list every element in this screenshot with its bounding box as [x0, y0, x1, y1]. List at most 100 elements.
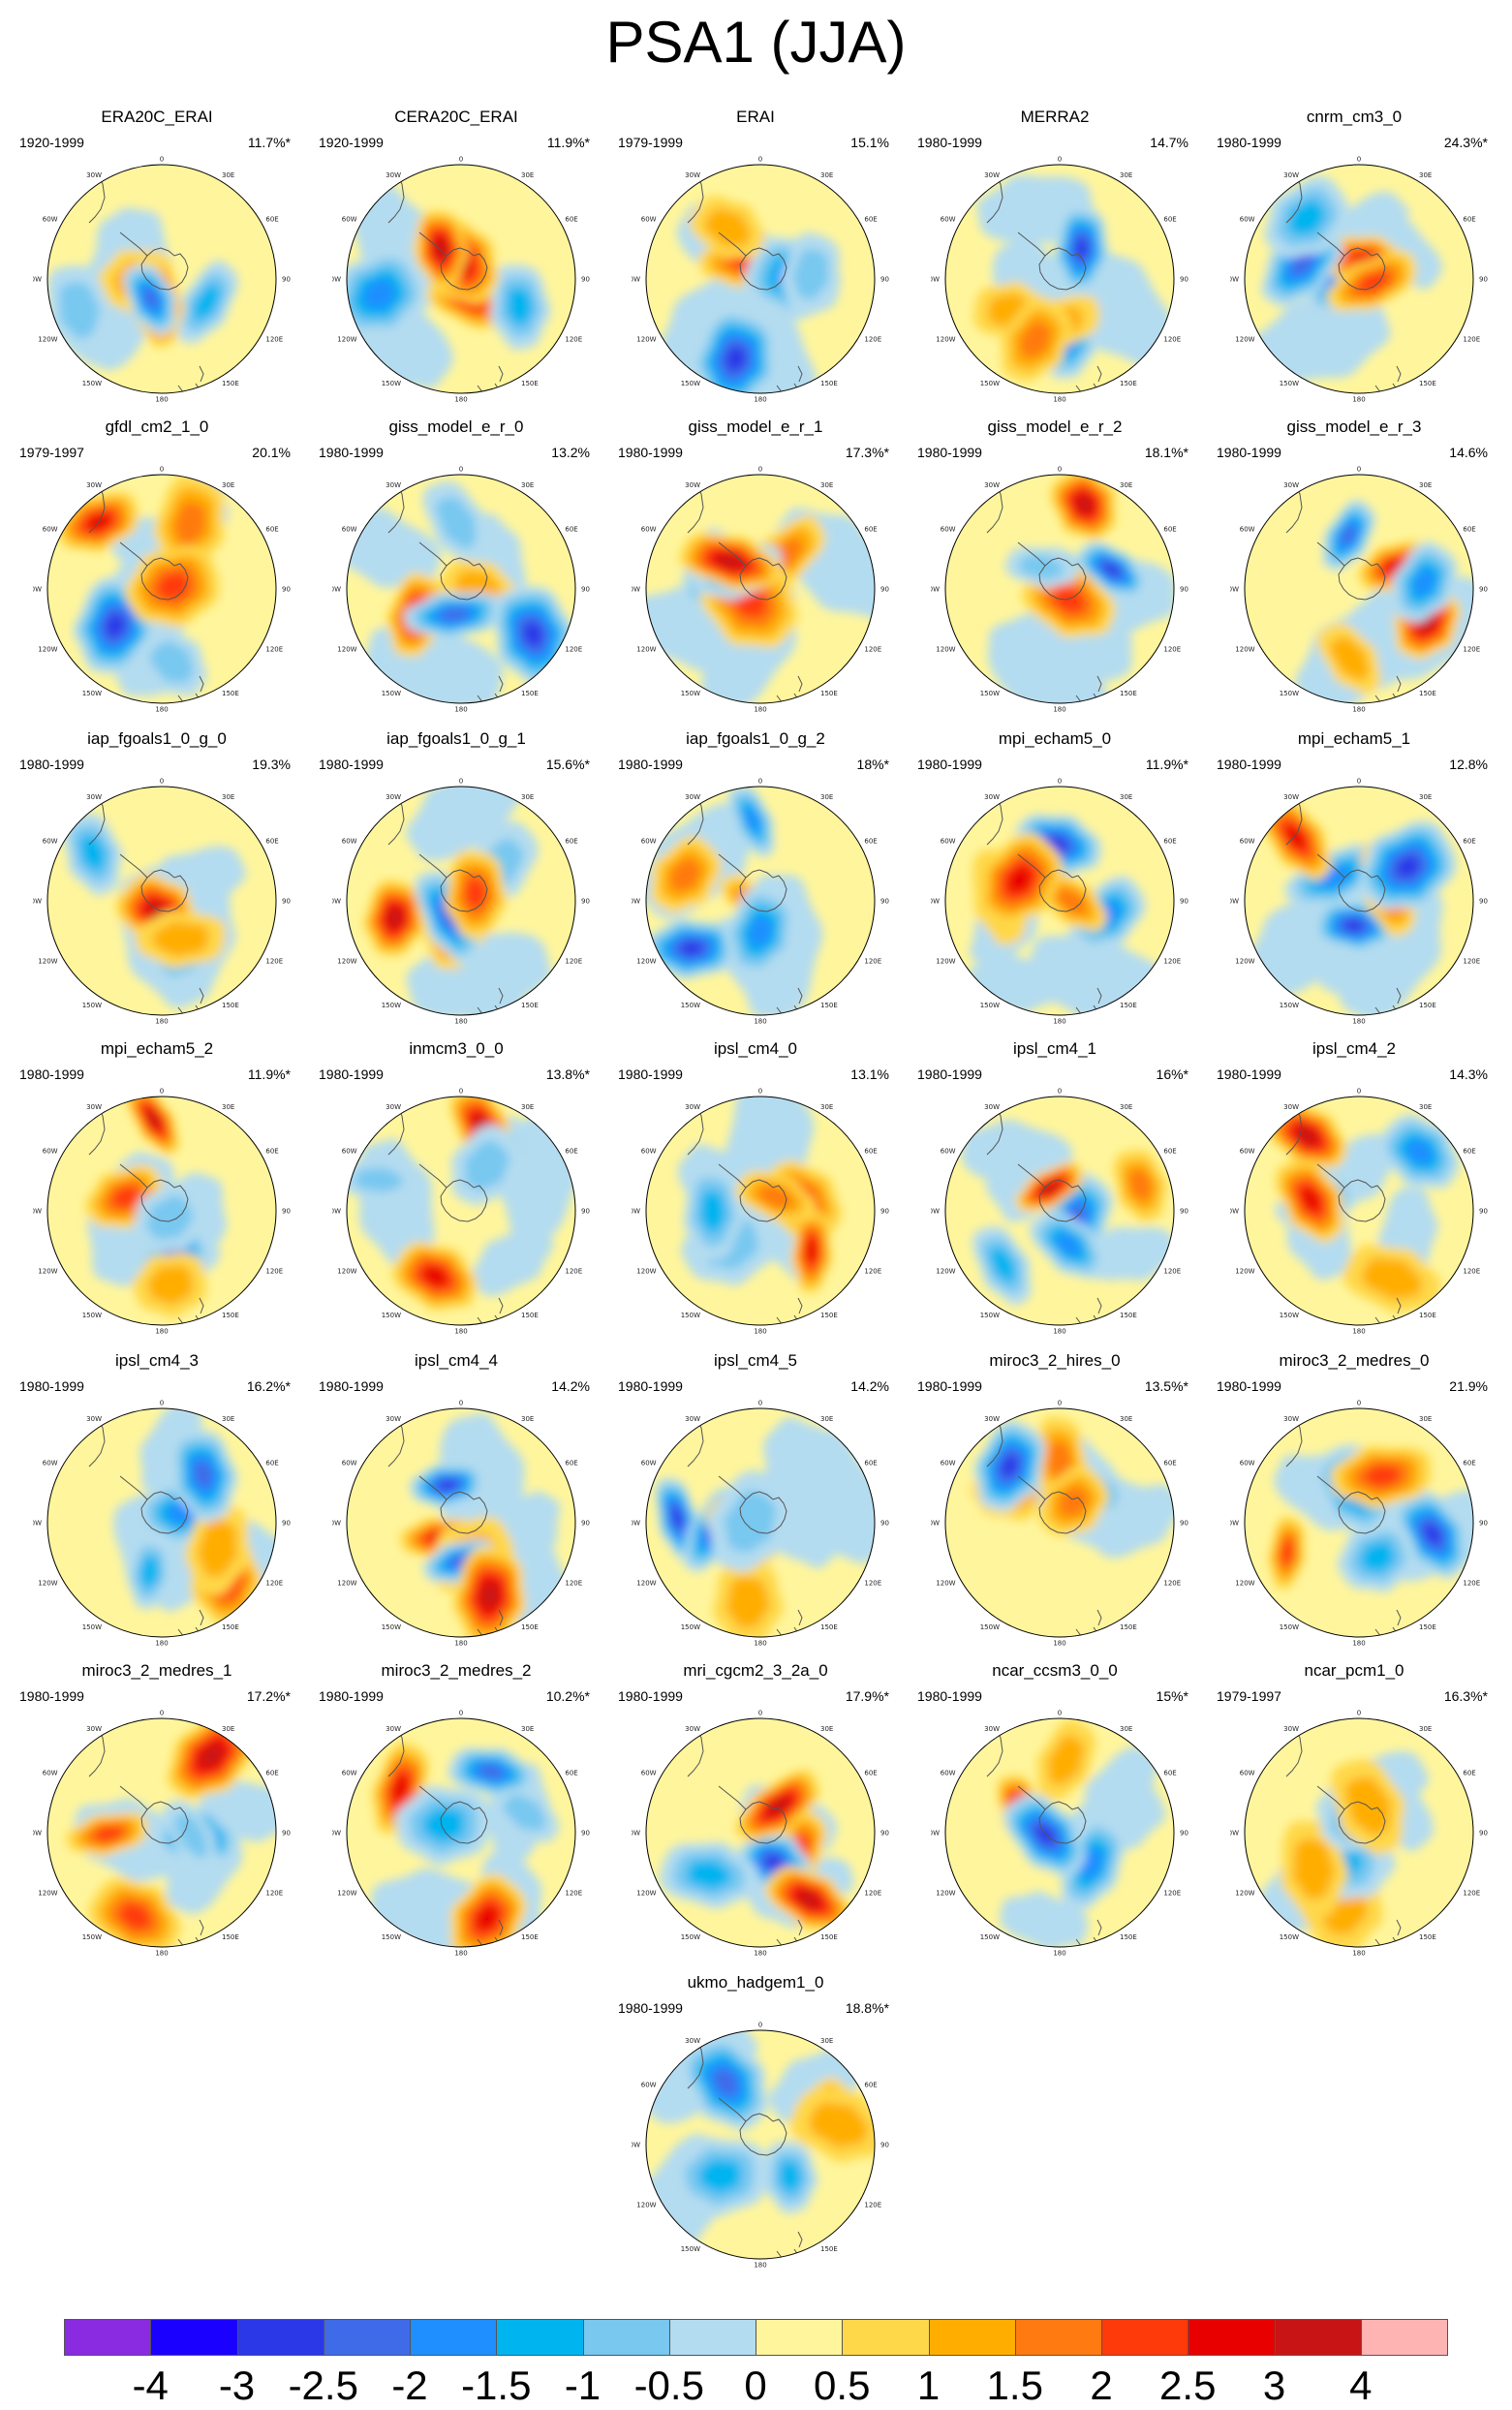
longitude-label: 120E [864, 2202, 881, 2209]
longitude-label: 60W [641, 1770, 657, 1777]
longitude-label: 120E [1463, 1580, 1480, 1588]
longitude-label: 60E [1163, 1460, 1176, 1468]
longitude-label: 120W [337, 1268, 356, 1276]
longitude-label: 150E [222, 1312, 239, 1319]
longitude-label: 90W [33, 586, 42, 594]
panel-period: 1980-1999 [618, 2000, 683, 2016]
longitude-label: 30E [1419, 1415, 1432, 1423]
longitude-label: 150E [521, 1312, 539, 1319]
longitude-label: 150E [1419, 1623, 1436, 1631]
longitude-label: 150W [382, 690, 401, 697]
longitude-label: 150W [82, 1002, 102, 1009]
longitude-label: 150E [222, 380, 239, 387]
panel-title: mri_cgcm2_3_2a_0 [683, 1661, 828, 1680]
longitude-label: 150W [681, 1623, 700, 1631]
longitude-label: 30W [386, 481, 401, 489]
colorbar-tick-label: -1.5 [461, 2363, 532, 2408]
longitude-label: 150E [820, 1312, 838, 1319]
panel-title: ipsl_cm4_5 [714, 1351, 797, 1370]
longitude-label: 120W [936, 1268, 955, 1276]
map-panel: miroc3_2_medres_1 1980-1999 17.2%* 0 30E 60E 9… [12, 1660, 302, 1980]
map-panel: ipsl_cm4_2 1980-1999 14.3% 0 30E 60E 90E 120E 15… [1209, 1038, 1499, 1358]
map-panel: ERAI 1979-1999 15.1% 0 30E 60E 90E 120E 150E 180 1… [610, 107, 901, 426]
longitude-label: 30E [820, 1725, 833, 1733]
map-panel: ncar_ccsm3_0_0 1980-1999 15%* 0 30E 60E 90E 120… [910, 1660, 1200, 1980]
longitude-label: 90W [1230, 1208, 1239, 1216]
panel-period: 1980-1999 [1217, 1378, 1281, 1394]
longitude-label: 90W [33, 1830, 42, 1838]
longitude-label: 90W [33, 1208, 42, 1216]
polar-map: 0 30E 60E 90E 120E 150E 180 150W 120W 90W 60W 30W [632, 1400, 889, 1648]
longitude-label: 0 [160, 778, 164, 786]
panel-title: ipsl_cm4_1 [1013, 1039, 1096, 1058]
longitude-label: 150W [1280, 380, 1299, 387]
longitude-label: 150E [222, 1002, 239, 1009]
longitude-label: 90E [1180, 898, 1188, 906]
panel-title: ipsl_cm4_2 [1312, 1039, 1396, 1058]
longitude-label: 120W [936, 1890, 955, 1898]
longitude-label: 150W [82, 380, 102, 387]
longitude-label: 150E [820, 690, 838, 697]
longitude-label: 60E [1163, 1148, 1176, 1156]
longitude-label: 60W [342, 838, 357, 846]
longitude-label: 150W [681, 1002, 700, 1009]
longitude-label: 90E [880, 1208, 889, 1216]
panel-variance: 14.2% [850, 1378, 889, 1394]
longitude-label: 90W [332, 586, 341, 594]
colorbar-segment [496, 2319, 584, 2356]
polar-map: 0 30E 60E 90E 120E 150E 180 150W 120W 90W 60W 30W [33, 1710, 291, 1958]
longitude-label: 0 [758, 2022, 762, 2029]
longitude-label: 60E [1463, 1460, 1475, 1468]
panel-period: 1980-1999 [319, 445, 384, 460]
longitude-label: 90E [282, 1830, 291, 1838]
panel-title: miroc3_2_hires_0 [989, 1351, 1121, 1370]
longitude-label: 180 [754, 1018, 766, 1026]
longitude-label: 120W [337, 646, 356, 654]
longitude-label: 0 [758, 1710, 762, 1717]
longitude-label: 30W [386, 1103, 401, 1111]
panel-variance: 13.1% [850, 1066, 889, 1082]
longitude-label: 30W [685, 171, 700, 179]
longitude-label: 180 [1053, 1640, 1065, 1648]
longitude-label: 0 [459, 156, 463, 164]
longitude-label: 90W [632, 586, 640, 594]
longitude-label: 180 [1053, 1328, 1065, 1336]
panel-period: 1980-1999 [917, 445, 982, 460]
longitude-label: 0 [160, 466, 164, 474]
longitude-label: 0 [758, 1400, 762, 1407]
longitude-label: 60E [864, 838, 877, 846]
longitude-label: 120W [636, 1268, 656, 1276]
longitude-label: 120E [1163, 1580, 1181, 1588]
longitude-label: 180 [1053, 1018, 1065, 1026]
longitude-label: 0 [758, 156, 762, 164]
colorbar-tick-label: 3 [1262, 2363, 1286, 2408]
longitude-label: 120E [265, 646, 283, 654]
longitude-label: 30E [1120, 481, 1132, 489]
longitude-label: 0 [1357, 778, 1361, 786]
colorbar-segment [410, 2319, 498, 2356]
longitude-label: 90E [1479, 1520, 1488, 1528]
longitude-label: 60E [1163, 1770, 1176, 1777]
longitude-label: 60W [941, 526, 956, 534]
colorbar-tick-label: 2 [1090, 2363, 1113, 2408]
polar-map: 0 30E 60E 90E 120E 150E 180 150W 120W 90W 60W 30W [1230, 1400, 1488, 1648]
longitude-label: 90E [581, 1208, 590, 1216]
longitude-label: 150W [1280, 1623, 1299, 1631]
longitude-label: 120W [38, 646, 57, 654]
panel-variance: 12.8% [1449, 757, 1488, 772]
polar-map: 0 30E 60E 90E 120E 150E 180 150W 120W 90W 60W 30W [332, 1710, 590, 1958]
panel-variance: 18.8%* [845, 2000, 889, 2016]
longitude-label: 120E [265, 958, 283, 966]
colorbar-tick-label: -3 [218, 2363, 256, 2408]
longitude-label: 120E [1163, 646, 1181, 654]
longitude-label: 150E [1419, 1312, 1436, 1319]
polar-map: 0 30E 60E 90E 120E 150E 180 150W 120W 90W 60W 30W [931, 1088, 1188, 1336]
longitude-label: 120E [265, 1580, 283, 1588]
panel-title: mpi_echam5_2 [100, 1039, 214, 1058]
longitude-label: 60W [1240, 838, 1255, 846]
longitude-label: 30W [86, 793, 102, 801]
longitude-label: 120E [864, 1580, 881, 1588]
longitude-label: 150E [820, 380, 838, 387]
polar-map: 0 30E 60E 90E 120E 150E 180 150W 120W 90W 60W 30W [332, 156, 590, 404]
longitude-label: 60W [43, 1460, 58, 1468]
